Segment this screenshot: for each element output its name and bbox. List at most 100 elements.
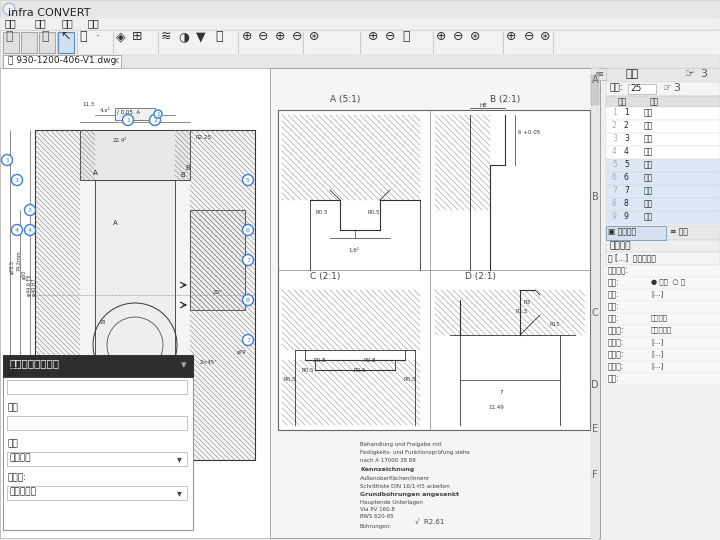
Text: φ78.5: φ78.5 xyxy=(10,260,15,274)
Bar xyxy=(606,172,720,185)
Text: 带有气泡符标识的: 带有气泡符标识的 xyxy=(9,358,59,368)
Bar xyxy=(606,120,720,133)
Text: E: E xyxy=(592,424,598,434)
Text: ⊛: ⊛ xyxy=(470,30,480,43)
Text: ↖: ↖ xyxy=(60,30,71,43)
Text: 1: 1 xyxy=(624,108,629,117)
Circle shape xyxy=(1,154,12,165)
Bar xyxy=(7,380,187,394)
Bar xyxy=(0,0,720,18)
Text: φ60: φ60 xyxy=(22,270,27,279)
Text: 直径: 直径 xyxy=(644,147,653,156)
Text: 4: 4 xyxy=(612,147,617,156)
Text: 自动搜索: 自动搜索 xyxy=(10,453,32,462)
Text: 编辑: 编辑 xyxy=(35,18,47,28)
Text: 22.4²: 22.4² xyxy=(113,138,127,143)
Text: 74.2mm: 74.2mm xyxy=(17,250,22,271)
Text: Grundbohrungen angesenkt: Grundbohrungen angesenkt xyxy=(360,492,459,497)
Text: ⏲ [...]  选择的特征: ⏲ [...] 选择的特征 xyxy=(608,253,656,262)
Text: ·: · xyxy=(96,30,100,43)
Text: nach A 17000 38 89: nach A 17000 38 89 xyxy=(360,458,415,463)
Text: ⊛: ⊛ xyxy=(540,30,551,43)
Text: 🔍: 🔍 xyxy=(402,30,410,43)
Bar xyxy=(606,211,720,224)
Text: B: B xyxy=(592,192,598,202)
Text: [...]: [...] xyxy=(651,350,663,357)
Bar xyxy=(115,108,155,120)
Bar xyxy=(628,84,656,94)
Text: (15.9): (15.9) xyxy=(115,430,132,435)
Text: 后缀: 后缀 xyxy=(7,403,18,412)
Text: 3: 3 xyxy=(612,134,617,143)
Bar xyxy=(35,130,255,460)
Text: 没有注释标: 没有注释标 xyxy=(10,487,37,496)
Text: ⊖: ⊖ xyxy=(453,30,464,43)
Text: Hauptende Unterlagen: Hauptende Unterlagen xyxy=(360,500,423,505)
Circle shape xyxy=(3,3,15,15)
Text: ▼: ▼ xyxy=(196,30,206,43)
Text: R0.5: R0.5 xyxy=(353,368,366,373)
Text: ◑: ◑ xyxy=(178,30,189,43)
Text: 级别:: 级别: xyxy=(608,302,620,311)
Text: ⊞: ⊞ xyxy=(132,30,143,43)
Circle shape xyxy=(12,174,22,186)
Text: 2: 2 xyxy=(624,121,629,130)
Text: ● 变量  ○ 尺: ● 变量 ○ 尺 xyxy=(651,278,685,285)
Text: 下公差:: 下公差: xyxy=(608,362,624,371)
Bar xyxy=(606,361,720,373)
Text: R2.25: R2.25 xyxy=(195,135,211,140)
Circle shape xyxy=(243,254,253,266)
Text: C: C xyxy=(592,308,598,318)
Circle shape xyxy=(150,114,161,125)
Bar xyxy=(606,337,720,349)
Text: 4.x²: 4.x² xyxy=(100,108,111,113)
Text: 7: 7 xyxy=(624,186,629,195)
Bar xyxy=(606,240,720,252)
Text: Außenoberflächen/Innenr: Außenoberflächen/Innenr xyxy=(360,476,430,481)
Bar xyxy=(606,82,720,96)
Text: 3: 3 xyxy=(624,134,629,143)
Bar xyxy=(606,159,720,172)
Text: C (2:1): C (2:1) xyxy=(310,272,341,281)
Text: ☞: ☞ xyxy=(662,83,671,93)
Bar xyxy=(0,30,720,55)
Bar xyxy=(3,355,193,377)
Text: ▾: ▾ xyxy=(177,454,182,464)
Text: ×: × xyxy=(112,56,120,66)
Text: 2×45°: 2×45° xyxy=(200,360,218,365)
Text: 11.49: 11.49 xyxy=(488,405,504,410)
Bar xyxy=(606,133,720,146)
Text: 9: 9 xyxy=(133,437,137,442)
Text: Schrittliste DIN 16/1-H5 arbeiten: Schrittliste DIN 16/1-H5 arbeiten xyxy=(360,483,450,488)
Text: A (5:1): A (5:1) xyxy=(330,95,361,104)
Text: 8: 8 xyxy=(624,199,629,208)
Bar xyxy=(58,32,74,53)
Text: 前缀: 前缀 xyxy=(7,367,18,376)
Text: ⊖: ⊖ xyxy=(292,30,302,43)
Text: R15: R15 xyxy=(549,322,559,327)
Text: ▾: ▾ xyxy=(177,488,182,498)
Bar xyxy=(120,410,150,430)
Text: 文件: 文件 xyxy=(5,18,17,28)
Bar xyxy=(278,110,590,430)
Text: [...]: [...] xyxy=(651,290,663,297)
Bar xyxy=(0,68,600,538)
Text: 注释标:: 注释标: xyxy=(7,473,26,482)
Text: ▣ 项目拓展: ▣ 项目拓展 xyxy=(608,227,636,236)
Text: 目录:: 目录: xyxy=(608,314,620,323)
Text: ◈: ◈ xyxy=(116,30,125,43)
Bar xyxy=(7,416,187,430)
Text: 上公差:: 上公差: xyxy=(608,350,624,359)
Text: ⊕: ⊕ xyxy=(368,30,379,43)
Text: ✋: ✋ xyxy=(215,30,222,43)
Bar xyxy=(0,18,720,30)
Text: Festigkeits- und Funktionsprüfung siehe: Festigkeits- und Funktionsprüfung siehe xyxy=(360,450,469,455)
Text: ⊖: ⊖ xyxy=(524,30,534,43)
Text: R0.8: R0.8 xyxy=(313,358,325,363)
Text: ≡: ≡ xyxy=(596,69,604,79)
Text: ⊖: ⊖ xyxy=(258,30,269,43)
Text: 长度: 长度 xyxy=(644,199,653,208)
Bar xyxy=(606,373,720,385)
Text: ⊕: ⊕ xyxy=(275,30,286,43)
Text: 3: 3 xyxy=(700,69,707,79)
